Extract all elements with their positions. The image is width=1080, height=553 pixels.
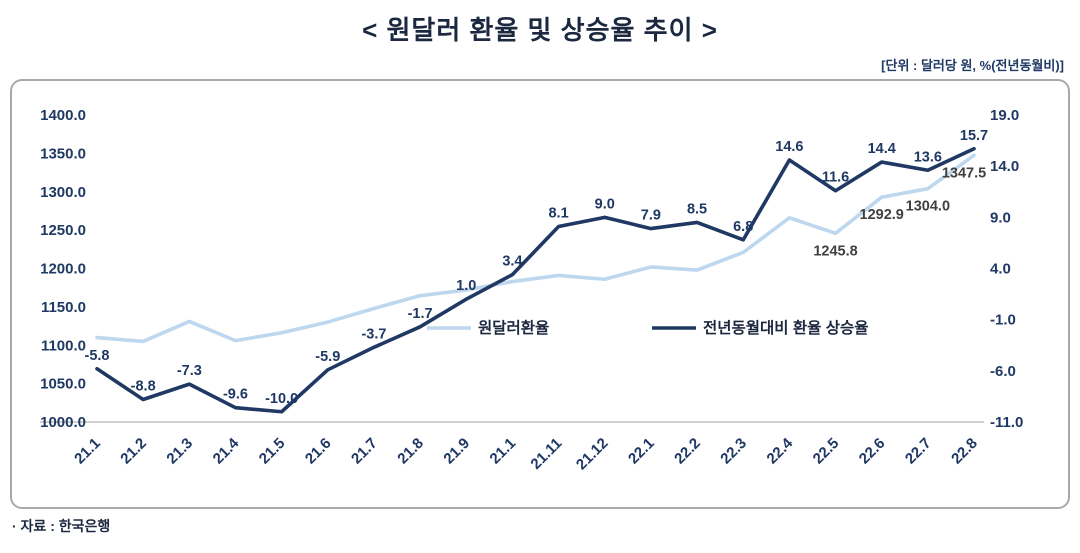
growth-rate-value-label: -5.8 [85, 348, 110, 364]
x-axis-label: 21.3 [163, 435, 196, 468]
growth-rate-value-label: 7.9 [641, 208, 661, 224]
x-axis-label: 22.7 [902, 435, 935, 468]
x-axis-label: 21.1 [71, 435, 104, 468]
left-axis-tick-label: 1150.0 [41, 299, 86, 316]
x-axis-label: 21.4 [210, 434, 243, 467]
unit-note: [단위 : 달러당 원, %(전년동월비)] [881, 58, 1064, 73]
growth-rate-value-label: 8.5 [687, 201, 707, 217]
x-axis-label: 21.9 [440, 435, 473, 468]
exchange-rate-value-label: 1304.0 [906, 199, 950, 215]
x-axis-label: 22.5 [810, 435, 843, 468]
x-axis-label: 22.4 [764, 434, 797, 467]
left-axis-tick-label: 1250.0 [40, 222, 86, 239]
source-note: · 자료 : 한국은행 [12, 518, 111, 534]
legend-label: 전년동월대비 환율 상승율 [703, 318, 868, 337]
growth-rate-value-label: 8.1 [548, 206, 568, 222]
x-axis-label: 21.5 [256, 435, 289, 468]
exchange-rate-chart: 1400.0 1350.0 1300.0 1250.0 1200.0 1150.0 1100… [40, 107, 1023, 474]
exchange-rate-line [95, 153, 976, 344]
exchange-rate-value-label: 1292.9 [860, 207, 904, 223]
growth-rate-line [95, 146, 976, 414]
x-axis-label: 21.12 [573, 435, 612, 474]
right-axis-tick-label: 9.0 [990, 209, 1011, 226]
left-axis-tick-label: 1100.0 [41, 337, 86, 354]
growth-rate-value-label: 1.0 [456, 278, 476, 294]
chart-container: 1400.0 1350.0 1300.0 1250.0 1200.0 1150.0 1100… [10, 79, 1070, 509]
left-axis-tick-label: 1300.0 [40, 184, 86, 201]
right-axis-tick-label: -11.0 [990, 414, 1023, 431]
growth-rate-value-label: -9.6 [223, 387, 248, 403]
growth-rate-value-label: 9.0 [595, 196, 615, 212]
x-axis-label: 21.11 [527, 435, 565, 473]
growth-rate-value-label: 15.7 [960, 128, 988, 144]
growth-rate-value-label: 6.8 [733, 219, 753, 235]
left-axis-tick-label: 1050.0 [40, 376, 86, 393]
growth-rate-value-label: 14.6 [775, 139, 803, 155]
left-axis-tick-label: 1200.0 [40, 261, 86, 278]
growth-rate-value-label: -7.3 [177, 363, 202, 379]
exchange-rate-value-label: 1347.5 [942, 165, 986, 181]
left-axis-tick-label: 1400.0 [40, 107, 86, 124]
left-axis-tick-label: 1000.0 [40, 414, 86, 431]
growth-rate-value-label: 3.4 [502, 254, 522, 270]
growth-rate-value-label: -10.0 [265, 391, 298, 407]
x-axis-label: 22.6 [856, 435, 889, 468]
legend-label: 원달러환율 [478, 318, 549, 337]
right-axis-tick-label: 19.0 [990, 107, 1019, 124]
x-axis-label: 22.8 [948, 435, 981, 468]
x-axis-label: 21.8 [394, 435, 427, 468]
left-axis-tick-label: 1350.0 [40, 145, 86, 162]
growth-rate-value-label: 11.6 [822, 170, 849, 186]
right-axis-tick-label: -6.0 [990, 363, 1016, 380]
growth-rate-value-label: 14.4 [868, 141, 896, 157]
chart-title: < 원달러 환율 및 상승율 추이 > [362, 15, 718, 45]
growth-rate-value-label: -3.7 [361, 326, 386, 342]
x-axis-label: 21.1 [487, 435, 520, 468]
exchange-rate-value-label: 1245.8 [813, 243, 857, 259]
growth-rate-value-label: 13.6 [914, 149, 942, 165]
growth-rate-value-label: -1.7 [408, 306, 433, 322]
x-axis-label: 21.2 [117, 435, 150, 468]
right-axis-tick-label: 4.0 [990, 261, 1011, 278]
right-axis-tick-label: 14.0 [990, 158, 1019, 175]
x-axis-label: 22.2 [671, 435, 704, 468]
x-axis-label: 22.1 [625, 435, 658, 468]
x-axis-label: 21.7 [348, 435, 381, 468]
right-axis-tick-label: -1.0 [990, 312, 1016, 329]
growth-rate-value-label: -5.9 [315, 349, 340, 365]
x-axis-label: 21.6 [302, 435, 335, 468]
growth-rate-value-label: -8.8 [131, 378, 156, 394]
x-axis-label: 22.3 [717, 435, 750, 468]
